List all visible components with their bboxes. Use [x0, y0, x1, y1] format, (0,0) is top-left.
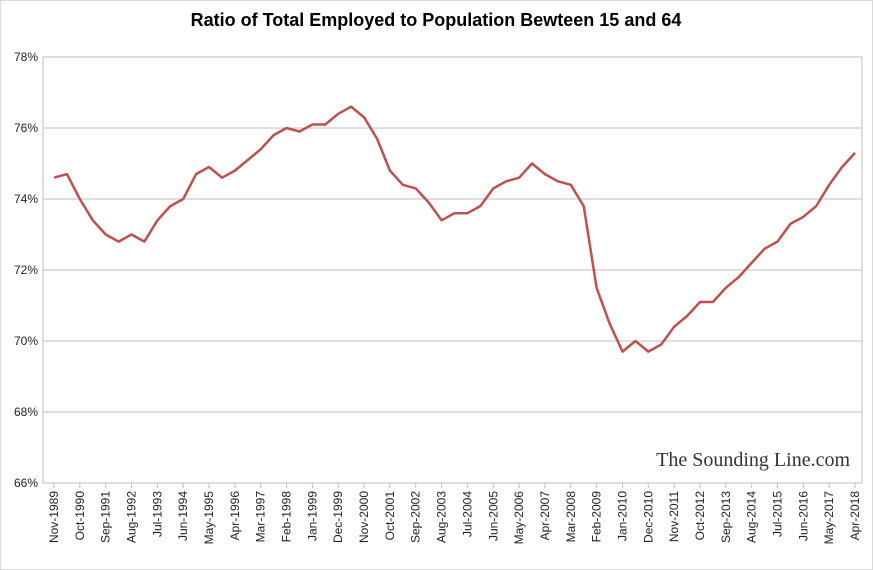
x-tick-label: Jan-2010	[615, 491, 629, 541]
y-tick-label: 68%	[14, 405, 38, 419]
x-tick-label: Jun-2016	[796, 491, 810, 541]
x-tick-label: Dec-2010	[641, 491, 655, 543]
x-tick-label: Feb-1998	[280, 491, 294, 543]
x-tick-label: Nov-2011	[667, 491, 681, 542]
watermark: The Sounding Line.com	[656, 449, 850, 471]
x-tick-label: Sep-2013	[719, 491, 733, 543]
x-tick-label: Oct-2012	[693, 491, 707, 541]
x-tick-label: Oct-2001	[383, 491, 397, 541]
y-tick-label: 74%	[14, 192, 38, 206]
x-tick-label: May-1995	[202, 491, 216, 545]
x-tick-label: Aug-1992	[125, 491, 139, 543]
y-tick-label: 78%	[14, 50, 38, 64]
x-tick-label: Jul-2015	[770, 491, 784, 537]
x-tick-label: Jan-1999	[305, 491, 319, 541]
x-tick-label: Jun-1994	[176, 491, 190, 541]
x-tick-label: Mar-2008	[564, 491, 578, 543]
x-tick-label: Apr-1996	[228, 491, 242, 541]
y-tick-label: 66%	[14, 476, 38, 490]
x-tick-label: May-2006	[512, 491, 526, 545]
x-tick-label: Oct-1990	[73, 491, 87, 541]
x-tick-label: Feb-2009	[590, 491, 604, 543]
x-tick-label: Mar-1997	[254, 491, 268, 543]
x-tick-label: May-2017	[822, 491, 836, 545]
x-tick-label: Aug-2003	[435, 491, 449, 543]
x-tick-label: Sep-2002	[409, 491, 423, 543]
y-tick-label: 72%	[14, 263, 38, 277]
chart-title: Ratio of Total Employed to Population Be…	[191, 10, 682, 30]
x-tick-label: Jul-2004	[460, 491, 474, 537]
x-tick-label: Nov-1989	[47, 491, 61, 543]
x-tick-label: Apr-2007	[538, 491, 552, 541]
series-line	[53, 105, 856, 353]
x-tick-label: Dec-1999	[331, 491, 345, 543]
x-tick-label: Jul-1993	[150, 491, 164, 537]
x-tick-label: Nov-2000	[357, 491, 371, 543]
x-tick-label: Apr-2018	[848, 491, 862, 541]
y-tick-label: 76%	[14, 121, 38, 135]
x-tick-label: Jun-2005	[486, 491, 500, 541]
plot-area	[42, 56, 863, 484]
x-tick-label: Sep-1991	[99, 491, 113, 543]
y-tick-label: 70%	[14, 334, 38, 348]
x-tick-label: Aug-2014	[745, 491, 759, 543]
